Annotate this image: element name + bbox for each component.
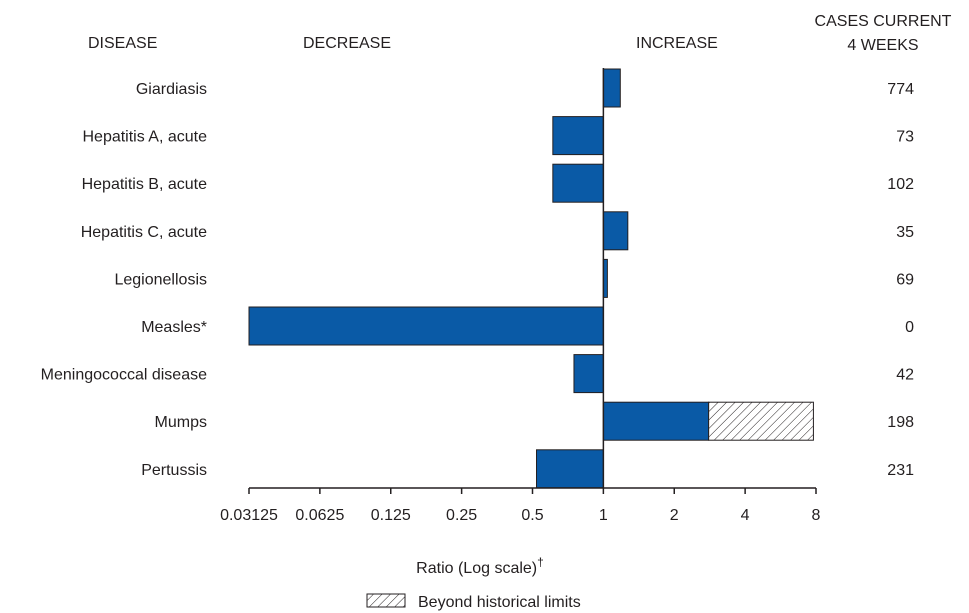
bar bbox=[602, 211, 629, 251]
x-tick-label: 0.03125 bbox=[220, 507, 278, 524]
legend-label: Beyond historical limits bbox=[418, 594, 581, 611]
cases-value: 35 bbox=[896, 224, 914, 241]
category-label: Pertussis bbox=[141, 462, 207, 479]
header-cases-line1: CASES CURRENT bbox=[815, 13, 952, 30]
x-tick-label: 1 bbox=[599, 507, 608, 524]
legend: Beyond historical limits bbox=[366, 593, 581, 611]
column-headers: DISEASE DECREASE INCREASE CASES CURRENT … bbox=[88, 13, 952, 54]
cases-value: 42 bbox=[896, 367, 914, 384]
header-cases-line2: 4 WEEKS bbox=[847, 37, 918, 54]
bar bbox=[552, 116, 604, 156]
category-label: Meningococcal disease bbox=[41, 367, 207, 384]
bar bbox=[248, 306, 604, 346]
x-tick-label: 0.0625 bbox=[295, 507, 344, 524]
x-tick-label: 8 bbox=[812, 507, 821, 524]
legend-hatch-swatch bbox=[366, 593, 406, 608]
category-label: Giardiasis bbox=[136, 81, 207, 98]
category-label: Hepatitis A, acute bbox=[82, 129, 207, 146]
category-label: Measles* bbox=[141, 319, 207, 336]
category-label: Legionellosis bbox=[114, 271, 207, 288]
x-axis-label-text: Ratio (Log scale) bbox=[416, 560, 537, 577]
x-axis-title: Ratio (Log scale)† bbox=[416, 555, 544, 577]
cases-value: 774 bbox=[887, 81, 914, 98]
cases-value: 69 bbox=[896, 271, 914, 288]
bar-beyond-limits bbox=[708, 401, 814, 441]
header-decrease: DECREASE bbox=[303, 35, 391, 52]
cases-value: 102 bbox=[887, 176, 914, 193]
bar bbox=[602, 401, 710, 441]
x-axis-label: Ratio (Log scale)† bbox=[416, 555, 544, 577]
x-tick-label: 0.25 bbox=[446, 507, 477, 524]
cases-value: 198 bbox=[887, 414, 914, 431]
header-disease: DISEASE bbox=[88, 35, 157, 52]
cases-value: 231 bbox=[887, 462, 914, 479]
chart-marks: Giardiasis 774 Hepatitis A, acute 73 Hepatit… bbox=[41, 68, 914, 524]
header-increase: INCREASE bbox=[636, 35, 718, 52]
category-label: Hepatitis B, acute bbox=[82, 176, 208, 193]
x-tick-label: 2 bbox=[670, 507, 679, 524]
cases-value: 73 bbox=[896, 129, 914, 146]
bar bbox=[573, 354, 604, 394]
cases-value: 0 bbox=[905, 319, 914, 336]
category-label: Mumps bbox=[155, 414, 207, 431]
bar bbox=[602, 68, 621, 108]
x-tick-label: 4 bbox=[741, 507, 750, 524]
bar bbox=[536, 449, 604, 489]
category-label: Hepatitis C, acute bbox=[81, 224, 207, 241]
x-tick-label: 0.5 bbox=[521, 507, 543, 524]
x-tick-label: 0.125 bbox=[371, 507, 411, 524]
bar bbox=[552, 163, 604, 203]
x-axis-label-mark: † bbox=[537, 555, 544, 569]
